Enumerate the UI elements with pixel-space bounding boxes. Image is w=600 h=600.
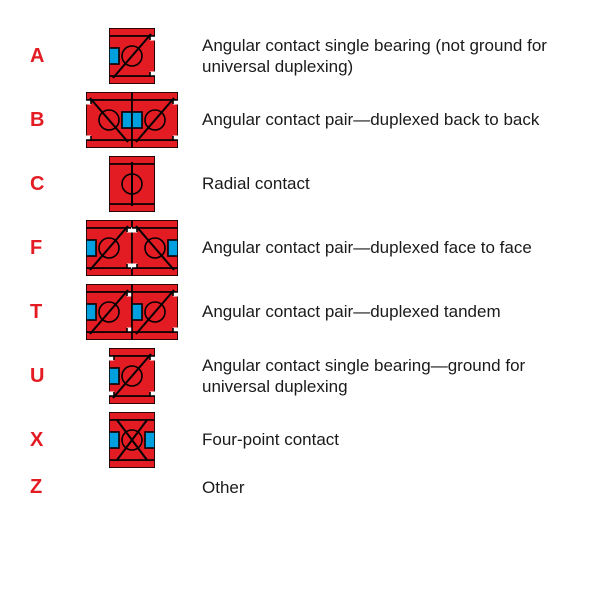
bearing-code: T: [30, 301, 72, 324]
bearing-desc: Angular contact pair—duplexed tandem: [192, 301, 501, 322]
bearing-desc: Angular contact single bearing—ground fo…: [192, 355, 570, 398]
bearing-code: X: [30, 429, 72, 452]
bearing-code: C: [30, 173, 72, 196]
bearing-icon-duplex-tandem: [72, 284, 192, 340]
bearing-row: Z Other: [30, 476, 570, 499]
bearing-desc: Other: [192, 477, 245, 498]
bearing-icon-angular-universal: [72, 348, 192, 404]
bearing-row: C Radial contact: [30, 156, 570, 212]
bearing-icon-radial: [72, 156, 192, 212]
bearing-desc: Angular contact single bearing (not grou…: [192, 35, 570, 78]
bearing-desc: Angular contact pair—duplexed face to fa…: [192, 237, 532, 258]
bearing-icon-duplex-back-to-back: [72, 92, 192, 148]
bearing-desc: Four-point contact: [192, 429, 339, 450]
bearing-code: A: [30, 45, 72, 68]
bearing-row: U Angular contact single bearing—ground …: [30, 348, 570, 404]
bearing-icon-angular-single: [72, 28, 192, 84]
bearing-row: B Angular contact pair—duplexed back to …: [30, 92, 570, 148]
bearing-icon-four-point: [72, 412, 192, 468]
bearing-row: F Angular contact pair—duplexed face to …: [30, 220, 570, 276]
bearing-code: B: [30, 109, 72, 132]
bearing-icon-duplex-face-to-face: [72, 220, 192, 276]
bearing-row: T Angular contact pair—duplexed tandem: [30, 284, 570, 340]
bearing-desc: Radial contact: [192, 173, 310, 194]
bearing-desc: Angular contact pair—duplexed back to ba…: [192, 109, 539, 130]
bearing-code: F: [30, 237, 72, 260]
bearing-row: A Angular contact single bearing (not gr…: [30, 28, 570, 84]
bearing-code: U: [30, 365, 72, 388]
bearing-row: X Four-point contact: [30, 412, 570, 468]
bearing-code: Z: [30, 476, 72, 499]
